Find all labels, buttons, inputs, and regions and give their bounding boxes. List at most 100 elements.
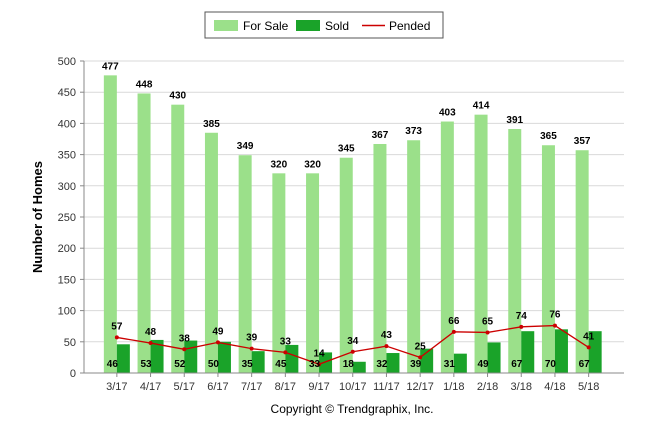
bar-for-sale xyxy=(238,155,252,373)
bar-sold xyxy=(352,361,366,373)
x-tick-label: 2/18 xyxy=(477,381,498,393)
x-tick-label: 1/18 xyxy=(443,381,464,393)
data-label-for-sale: 373 xyxy=(405,126,422,137)
data-label-for-sale: 349 xyxy=(237,141,254,152)
data-label-pended: 57 xyxy=(111,321,123,332)
data-label-pended: 25 xyxy=(415,341,427,352)
pended-point xyxy=(552,323,557,328)
pended-point xyxy=(586,345,591,350)
x-tick-label: 10/17 xyxy=(339,381,367,393)
data-label-pended: 14 xyxy=(313,348,325,359)
pended-point xyxy=(384,344,389,349)
x-tick-label: 11/17 xyxy=(373,381,400,393)
bar-for-sale xyxy=(440,121,454,373)
data-label-pended: 66 xyxy=(448,316,460,327)
bar-sold xyxy=(116,344,130,373)
data-label-sold: 35 xyxy=(242,359,254,370)
x-tick-label: 3/18 xyxy=(511,381,532,393)
pended-point xyxy=(182,347,187,352)
data-label-pended: 43 xyxy=(381,330,393,341)
data-label-for-sale: 391 xyxy=(506,115,523,126)
data-label-for-sale: 345 xyxy=(338,144,355,155)
data-label-for-sale: 403 xyxy=(439,108,456,119)
legend-label-for-sale: For Sale xyxy=(243,19,289,33)
x-tick-label: 3/17 xyxy=(106,381,127,393)
data-label-pended: 39 xyxy=(246,333,258,344)
data-label-pended: 38 xyxy=(179,333,191,344)
bar-sold xyxy=(588,331,602,373)
data-label-sold: 52 xyxy=(174,359,186,370)
bar-sold xyxy=(184,340,198,373)
pended-point xyxy=(283,350,288,355)
pended-point xyxy=(485,330,490,335)
bar-for-sale xyxy=(204,132,218,373)
bar-for-sale xyxy=(474,114,488,373)
data-label-pended: 74 xyxy=(516,311,528,322)
data-label-for-sale: 385 xyxy=(203,119,220,130)
bar-for-sale xyxy=(407,140,421,373)
data-label-sold: 33 xyxy=(309,359,321,370)
data-labels: 477 46 448 53 430 52 385 50 349 35 320 45 320 33 345 18… xyxy=(102,61,595,370)
bar-for-sale xyxy=(137,93,151,373)
pended-point xyxy=(350,349,355,354)
legend-label-pended: Pended xyxy=(389,19,430,33)
bar-for-sale xyxy=(272,173,286,373)
y-tick-label: 350 xyxy=(58,150,76,162)
x-tick-label: 4/17 xyxy=(140,381,161,393)
legend-swatch-for-sale xyxy=(214,20,238,31)
y-tick-label: 50 xyxy=(64,337,76,349)
data-label-for-sale: 365 xyxy=(540,131,557,142)
y-tick-label: 200 xyxy=(58,243,76,255)
bars xyxy=(103,75,602,374)
x-tick-label: 7/17 xyxy=(241,381,262,393)
data-label-sold: 32 xyxy=(376,359,388,370)
x-tick-label: 9/17 xyxy=(308,381,329,393)
x-tick-label: 12/17 xyxy=(406,381,434,393)
x-tick-label: 4/18 xyxy=(544,381,565,393)
data-label-pended: 48 xyxy=(145,327,157,338)
y-tick-label: 500 xyxy=(58,56,76,68)
data-label-pended: 76 xyxy=(549,310,561,321)
bar-for-sale xyxy=(575,150,589,373)
pended-point xyxy=(451,329,456,334)
bar-for-sale xyxy=(306,173,320,373)
bar-sold xyxy=(319,352,333,373)
data-label-sold: 31 xyxy=(444,359,456,370)
data-label-for-sale: 320 xyxy=(271,159,288,170)
copyright-text: Copyright © Trendgraphix, Inc. xyxy=(271,402,434,416)
y-tick-label: 150 xyxy=(58,274,76,286)
axes: 0 50 100 150 200 250 300 350 400 450 500 3/17 4/17 5/… xyxy=(58,56,624,393)
bar-sold xyxy=(487,342,501,373)
data-label-pended: 65 xyxy=(482,316,494,327)
data-label-for-sale: 430 xyxy=(169,91,186,102)
data-label-for-sale: 357 xyxy=(574,136,591,147)
data-label-for-sale: 367 xyxy=(372,130,389,141)
y-axis-label: Number of Homes xyxy=(30,161,45,273)
y-tick-label: 0 xyxy=(70,368,76,380)
pended-line xyxy=(114,323,591,367)
y-tick-label: 100 xyxy=(58,306,76,318)
data-label-sold: 53 xyxy=(140,359,152,370)
pended-point xyxy=(215,340,220,345)
data-label-sold: 70 xyxy=(545,359,557,370)
data-label-pended: 34 xyxy=(347,336,359,347)
bar-sold xyxy=(554,329,568,373)
pended-point xyxy=(519,324,524,329)
data-label-pended: 49 xyxy=(212,326,224,337)
data-label-for-sale: 448 xyxy=(136,79,153,90)
bar-sold xyxy=(217,341,231,373)
x-tick-label: 6/17 xyxy=(207,381,228,393)
y-tick-label: 300 xyxy=(58,181,76,193)
x-tick-label: 8/17 xyxy=(275,381,296,393)
y-tick-label: 400 xyxy=(58,118,76,130)
data-label-sold: 50 xyxy=(208,359,220,370)
bar-for-sale xyxy=(541,145,555,373)
data-label-sold: 67 xyxy=(511,359,523,370)
data-label-for-sale: 477 xyxy=(102,61,119,72)
data-label-for-sale: 414 xyxy=(473,101,490,112)
y-tick-label: 450 xyxy=(58,87,76,99)
data-label-sold: 67 xyxy=(579,359,591,370)
data-label-pended: 33 xyxy=(280,336,292,347)
bar-for-sale xyxy=(171,104,185,374)
legend-label-sold: Sold xyxy=(325,19,349,33)
